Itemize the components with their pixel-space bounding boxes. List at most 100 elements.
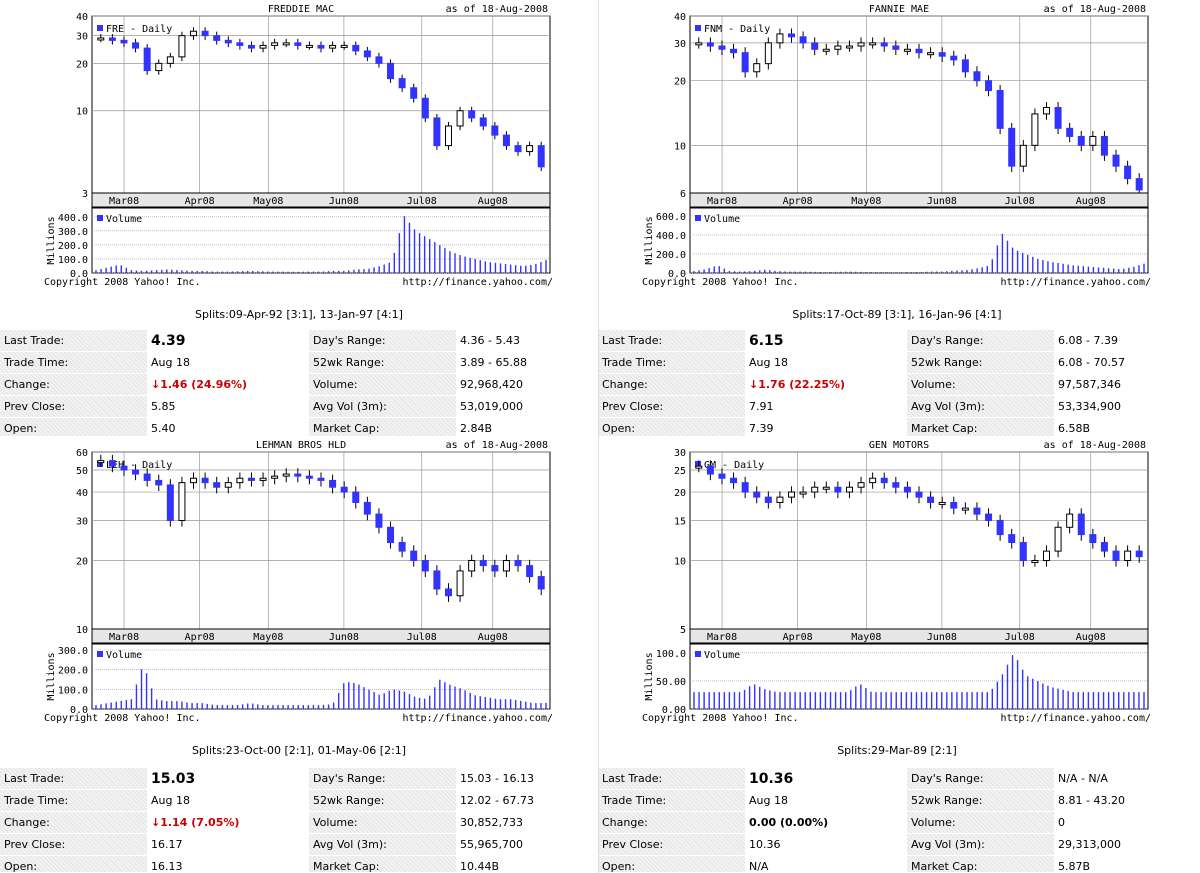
wk52-value: 6.08 - 70.57 <box>1054 351 1196 374</box>
avgvol-text: 55,965,700 <box>460 838 523 851</box>
open-text: 7.39 <box>749 422 774 435</box>
chart-title: LEHMAN BROS HLD <box>256 440 346 451</box>
candle <box>1100 135 1108 156</box>
open-label-text: Open: <box>4 860 38 872</box>
as-of-date: as of 18-Aug-2008 <box>1044 440 1146 451</box>
volume-value: 92,968,420 <box>456 373 598 396</box>
volume-value: 30,852,733 <box>456 811 598 834</box>
candle <box>410 87 418 99</box>
volume-tick-label: 400.0 <box>58 213 88 224</box>
candle <box>514 560 522 567</box>
candle <box>456 110 464 127</box>
last-trade-text: 10.36 <box>749 770 794 787</box>
quote-table: Last Trade: 15.03 Day's Range: 15.03 - 16.1… <box>0 768 598 872</box>
candle <box>224 39 232 44</box>
candle <box>514 145 522 153</box>
mcap-label-text: Market Cap: <box>313 860 380 872</box>
splits-info: Splits:17-Oct-89 [3:1], 16-Jan-96 [4:1] <box>792 308 1002 321</box>
mcap-text: 2.84B <box>460 422 493 435</box>
legend-swatch <box>695 25 701 31</box>
quote-row: Last Trade: 10.36 Day's Range: N/A - N/A <box>598 768 1196 790</box>
mcap-label: Market Cap: <box>907 417 1054 436</box>
candle <box>363 50 371 58</box>
candle <box>108 37 116 41</box>
volume-tick-label: 100.0 <box>58 255 88 266</box>
candle <box>1089 534 1097 544</box>
change-value: ↓ 1.46 (24.96%) <box>147 373 309 396</box>
candle <box>410 550 418 562</box>
price-tick-label: 3 <box>82 189 88 200</box>
month-label: Apr08 <box>185 632 215 643</box>
legend-label: FRE - Daily <box>106 24 172 35</box>
candle <box>1135 550 1143 558</box>
candle <box>903 486 911 493</box>
wk52-value: 12.02 - 67.73 <box>456 789 598 812</box>
quote-row: Change: 0.00 (0.00%) Volume: 0 <box>598 811 1196 834</box>
mcap-label-text: Market Cap: <box>313 422 380 435</box>
volume-tick-label: 50.00 <box>656 677 686 688</box>
candle <box>730 48 738 54</box>
candle <box>799 491 807 495</box>
candle <box>892 482 900 488</box>
candle <box>1042 107 1050 115</box>
avgvol-value: 29,313,000 <box>1054 833 1196 856</box>
days-range-text: 4.36 - 5.43 <box>460 334 520 347</box>
candle <box>317 44 325 49</box>
month-label: Aug08 <box>1076 632 1106 643</box>
candle <box>718 45 726 50</box>
price-tick-label: 10 <box>674 557 686 568</box>
stock-panel-fnm: FANNIE MAE as of 18-Aug-2008 40 30 20 10 6 FNM … <box>598 0 1196 436</box>
candle <box>398 542 406 552</box>
change-label-text: Change: <box>602 378 648 391</box>
candle <box>329 479 337 488</box>
candle <box>741 482 749 493</box>
price-tick-label: 20 <box>76 59 88 70</box>
quote-row: Open: N/A Market Cap: 5.87B <box>598 855 1196 872</box>
candle <box>776 33 784 44</box>
open-value: 5.40 <box>147 417 309 436</box>
month-label: May08 <box>851 632 881 643</box>
candle <box>190 30 198 37</box>
last-trade-text: 15.03 <box>151 770 196 787</box>
change-value-text: 1.14 (7.05%) <box>160 816 240 829</box>
volume-plot-frame <box>91 643 551 710</box>
source-link: http://finance.yahoo.com/ <box>402 713 553 724</box>
candle <box>1077 513 1085 536</box>
candle <box>178 35 186 58</box>
days-range-label-text: Day's Range: <box>911 334 984 347</box>
volume-tick-label: 0.0 <box>70 705 88 716</box>
candle <box>788 491 796 498</box>
month-label: Apr08 <box>185 196 215 207</box>
candle <box>108 460 116 467</box>
down-arrow-icon: ↓ <box>151 378 161 391</box>
prev-close-text: 10.36 <box>749 838 781 851</box>
volume-label: Volume: <box>309 373 456 396</box>
trade-time-label: Trade Time: <box>598 789 745 812</box>
prev-close-label-text: Prev Close: <box>4 400 66 413</box>
candle <box>822 486 830 490</box>
last-trade-value: 6.15 <box>745 330 907 352</box>
candle <box>811 486 819 493</box>
candle <box>433 570 441 590</box>
change-value-text: 1.46 (24.96%) <box>160 378 248 391</box>
candle <box>834 486 842 493</box>
open-value: 7.39 <box>745 417 907 436</box>
change-label: Change: <box>598 811 745 834</box>
open-label: Open: <box>0 417 147 436</box>
quote-row: Prev Close: 7.91 Avg Vol (3m): 53,334,900 <box>598 395 1196 418</box>
days-range-label: Day's Range: <box>309 768 456 790</box>
change-value: 0.00 (0.00%) <box>745 811 907 834</box>
volume-tick-label: 0.0 <box>70 269 88 280</box>
column-divider <box>598 0 599 873</box>
avgvol-label: Avg Vol (3m): <box>907 833 1054 856</box>
candle <box>764 496 772 503</box>
quote-row: Prev Close: 10.36 Avg Vol (3m): 29,313,000 <box>598 833 1196 856</box>
candle <box>706 42 714 47</box>
month-label: Jul08 <box>1005 632 1035 643</box>
days-range-value: 15.03 - 16.13 <box>456 768 598 790</box>
candle <box>1019 144 1027 167</box>
candle <box>363 501 371 515</box>
open-label: Open: <box>598 417 745 436</box>
trade-time-label-text: Trade Time: <box>602 794 667 807</box>
month-axis <box>91 628 551 644</box>
